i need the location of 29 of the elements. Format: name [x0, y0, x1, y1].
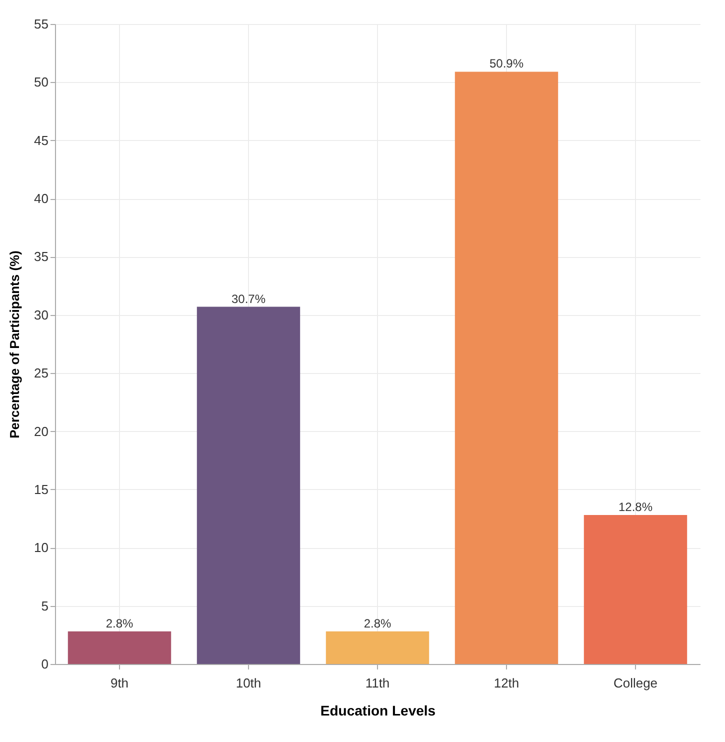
bar: [584, 515, 688, 664]
x-axis-title: Education Levels: [320, 702, 436, 718]
data-label: 2.8%: [106, 616, 134, 630]
x-tick-label: College: [613, 676, 658, 690]
y-tick-label: 45: [34, 132, 48, 148]
bar: [326, 631, 430, 664]
y-tick-label: 20: [34, 424, 48, 439]
data-label: 50.9%: [489, 56, 524, 71]
x-tick-label: 11th: [365, 676, 390, 690]
y-tick-label: 0: [41, 656, 48, 672]
bar: [196, 306, 300, 664]
x-tick-label: 12th: [494, 676, 520, 690]
data-label: 2.8%: [364, 616, 392, 630]
x-tick-label: 10th: [236, 676, 262, 690]
y-axis-title: Percentage of Participants (%): [7, 250, 22, 438]
y-tick-label: 10: [34, 540, 48, 556]
data-label: 30.7%: [231, 292, 266, 306]
y-tick-label: 15: [34, 482, 48, 497]
data-label: 12.8%: [618, 500, 653, 514]
y-tick-label: 30: [34, 307, 48, 322]
bar: [68, 631, 172, 664]
y-tick-label: 35: [34, 249, 48, 264]
y-tick-label: 25: [34, 366, 48, 381]
y-tick-label: 40: [34, 191, 48, 206]
y-tick-label: 55: [34, 16, 48, 32]
y-tick-label: 5: [41, 598, 48, 614]
x-tick-label: 9th: [110, 676, 129, 690]
bar: [454, 72, 558, 664]
y-tick-label: 50: [34, 74, 48, 90]
